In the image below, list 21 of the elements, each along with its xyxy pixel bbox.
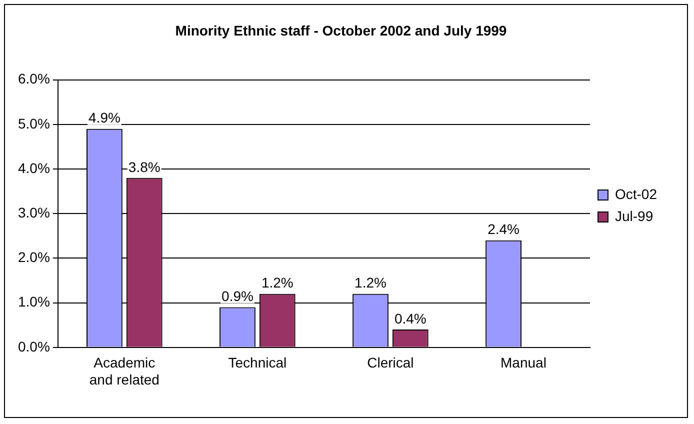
y-tick-label: 0.0%: [18, 338, 50, 354]
y-tick-label: 4.0%: [18, 160, 50, 176]
data-label: 1.2%: [261, 274, 294, 291]
data-label: 3.8%: [128, 158, 160, 175]
y-tick-label: 1.0%: [18, 294, 50, 310]
data-label: 0.4%: [394, 310, 426, 326]
y-tick-label: 3.0%: [18, 204, 50, 220]
chart-title: Minority Ethnic staff - October 2002 and July 1999: [175, 22, 507, 38]
y-tick-label: 6.0%: [18, 70, 50, 87]
data-label: 1.2%: [354, 274, 386, 291]
legend-label: Jul-99: [614, 208, 654, 224]
data-label: 0.9%: [222, 288, 254, 304]
y-tick-label: 5.0%: [18, 115, 50, 132]
x-tick-label: Technical: [228, 354, 287, 371]
x-tick-label: Academic and related: [89, 354, 160, 388]
x-tick-label: Clerical: [367, 354, 414, 371]
y-tick-label: 2.0%: [18, 249, 50, 266]
data-label: 2.4%: [488, 221, 520, 238]
data-label: 4.9%: [88, 110, 120, 126]
legend-label: Oct-02: [614, 186, 658, 202]
x-tick-label: Manual: [500, 354, 546, 371]
